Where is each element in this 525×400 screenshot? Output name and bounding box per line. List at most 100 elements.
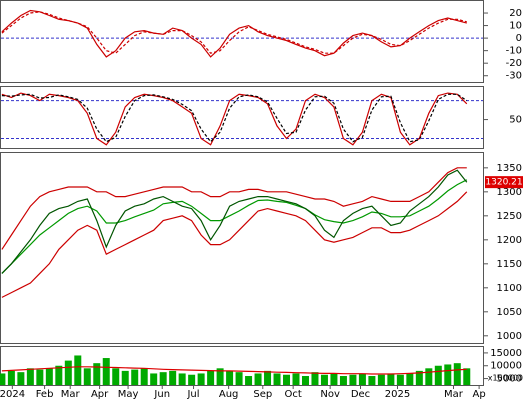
volume-bar xyxy=(339,376,347,385)
volume-bar xyxy=(216,368,224,385)
volume-bar xyxy=(387,373,395,385)
x-tick-label: Feb xyxy=(36,389,54,400)
volume-bar xyxy=(358,373,366,385)
volume-bar xyxy=(330,373,338,385)
volume-bar xyxy=(121,370,129,385)
y-tick-label: 1150 xyxy=(497,259,522,270)
volume-bar xyxy=(245,376,253,385)
volume-bar xyxy=(273,373,281,385)
y-tick-label: 10000 xyxy=(490,361,522,372)
volume-bar xyxy=(150,373,158,385)
volume-bar xyxy=(463,368,471,385)
x-tick-label: Apr xyxy=(91,389,109,400)
y-tick-label: -30 xyxy=(506,71,522,82)
y-tick-label: -10 xyxy=(506,46,522,57)
volume-bar xyxy=(292,373,300,385)
volume-bar xyxy=(55,365,63,385)
volume-bar xyxy=(102,358,110,385)
panel-frame xyxy=(0,346,484,386)
volume-bar xyxy=(197,373,205,385)
y-tick-label: 1200 xyxy=(497,235,522,246)
volume-bar xyxy=(140,368,148,385)
volume-bar xyxy=(226,370,234,385)
series-line xyxy=(1,93,468,143)
volume-bar xyxy=(26,368,34,385)
y-tick-label: 1250 xyxy=(497,211,522,222)
x-tick-label: Mar xyxy=(444,389,464,400)
volume-bar xyxy=(349,374,357,385)
volume-bar xyxy=(169,370,177,385)
volume-bar xyxy=(425,368,433,385)
volume-bar xyxy=(368,376,376,385)
volume-bar xyxy=(264,370,272,385)
volume-bar xyxy=(159,372,167,385)
unit-label: x100000 xyxy=(488,374,523,383)
volume-bar xyxy=(207,370,215,385)
series-line xyxy=(1,92,468,146)
series-line xyxy=(1,366,467,375)
panel-frame xyxy=(0,152,484,344)
x-tick-label: Mar xyxy=(61,389,81,400)
x-tick-label: Aug xyxy=(219,389,239,400)
last-price-label: 1320.21 xyxy=(485,178,522,188)
volume-bar xyxy=(283,374,291,385)
volume-bar xyxy=(93,363,101,385)
series-line xyxy=(1,9,467,58)
series-line xyxy=(1,191,468,298)
volume-bar xyxy=(36,369,44,385)
x-tick-label: 2024 xyxy=(0,389,25,400)
volume-bar xyxy=(83,368,91,385)
volume-bar xyxy=(7,370,15,385)
volume-bar xyxy=(453,363,461,385)
panel-frame xyxy=(0,0,484,83)
y-tick-label: 10 xyxy=(509,21,522,32)
panel-frame xyxy=(0,86,484,149)
y-tick-label: 1300 xyxy=(497,187,522,198)
volume-bar xyxy=(415,370,423,385)
y-tick-label: 5000 xyxy=(497,374,522,385)
last-price-box xyxy=(485,176,523,189)
volume-bar xyxy=(178,373,186,385)
y-tick-label: 1100 xyxy=(497,283,522,294)
y-tick-label: 50 xyxy=(509,115,522,126)
series-line xyxy=(1,169,468,274)
x-tick-label: Dec xyxy=(351,389,370,400)
volume-bar xyxy=(301,376,309,385)
volume-bar xyxy=(235,372,243,385)
series-line xyxy=(1,11,467,54)
x-tick-label: Nov xyxy=(320,389,340,400)
volume-bar xyxy=(406,373,414,385)
y-tick-label: 20 xyxy=(509,8,522,19)
x-tick-label: Jul xyxy=(186,389,199,400)
y-tick-label: 0 xyxy=(516,33,522,44)
series-line xyxy=(1,167,467,250)
volume-bar xyxy=(434,365,442,385)
volume-bar xyxy=(320,374,328,385)
series-line xyxy=(1,179,468,274)
volume-bar xyxy=(311,372,319,385)
volume-bar xyxy=(64,360,72,385)
volume-bar xyxy=(377,374,385,385)
x-tick-label: Sep xyxy=(253,389,272,400)
x-tick-label: Ap xyxy=(473,389,486,400)
volume-bar xyxy=(254,373,262,385)
y-tick-label: 1350 xyxy=(497,163,522,174)
y-tick-label: 1000 xyxy=(497,331,522,342)
volume-bar xyxy=(112,368,120,385)
volume-bar xyxy=(45,368,53,385)
volume-bar xyxy=(444,364,452,385)
volume-bar xyxy=(17,372,25,385)
x-tick-label: May xyxy=(118,389,139,400)
x-tick-label: Oct xyxy=(285,389,302,400)
volume-bar xyxy=(396,374,404,385)
volume-bar xyxy=(131,369,139,385)
y-tick-label: 1050 xyxy=(497,307,522,318)
y-tick-label: -20 xyxy=(506,58,522,69)
y-tick-label: 15000 xyxy=(490,348,522,359)
volume-bar xyxy=(0,373,6,385)
x-tick-label: Jun xyxy=(153,389,170,400)
x-tick-label: 2025 xyxy=(385,389,410,400)
volume-bar xyxy=(188,374,196,385)
volume-bar xyxy=(74,355,82,385)
